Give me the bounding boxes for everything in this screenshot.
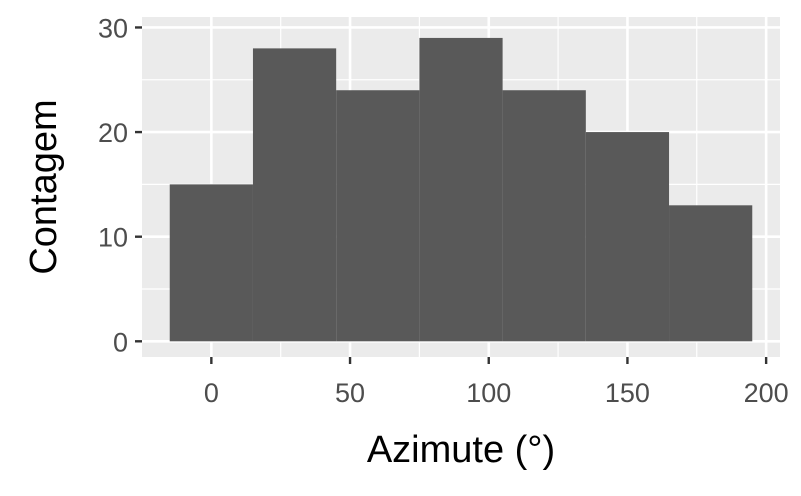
- histogram-bar: [585, 132, 670, 342]
- histogram-bar: [336, 90, 420, 342]
- y-tick-label: 20: [98, 118, 128, 148]
- y-tick-label: 30: [98, 13, 128, 43]
- y-tick-label: 10: [98, 223, 128, 253]
- x-axis-title: Azimute (°): [367, 429, 555, 471]
- x-tick-label: 50: [335, 378, 365, 408]
- x-tick-label: 150: [605, 378, 650, 408]
- histogram-bar: [669, 205, 753, 342]
- histogram-bar: [419, 37, 503, 342]
- x-tick-label: 0: [204, 378, 219, 408]
- x-tick-label: 100: [466, 378, 511, 408]
- axes: 0 50 100 150 200 0 10 20 30: [98, 13, 789, 408]
- histogram-bar: [252, 48, 337, 342]
- y-tick-label: 0: [113, 327, 128, 357]
- histogram-bar: [502, 90, 586, 342]
- y-axis-title: Contagem: [23, 99, 65, 274]
- histogram-bar: [169, 184, 253, 342]
- histogram-bars: [169, 37, 753, 342]
- x-tick-label: 200: [744, 378, 789, 408]
